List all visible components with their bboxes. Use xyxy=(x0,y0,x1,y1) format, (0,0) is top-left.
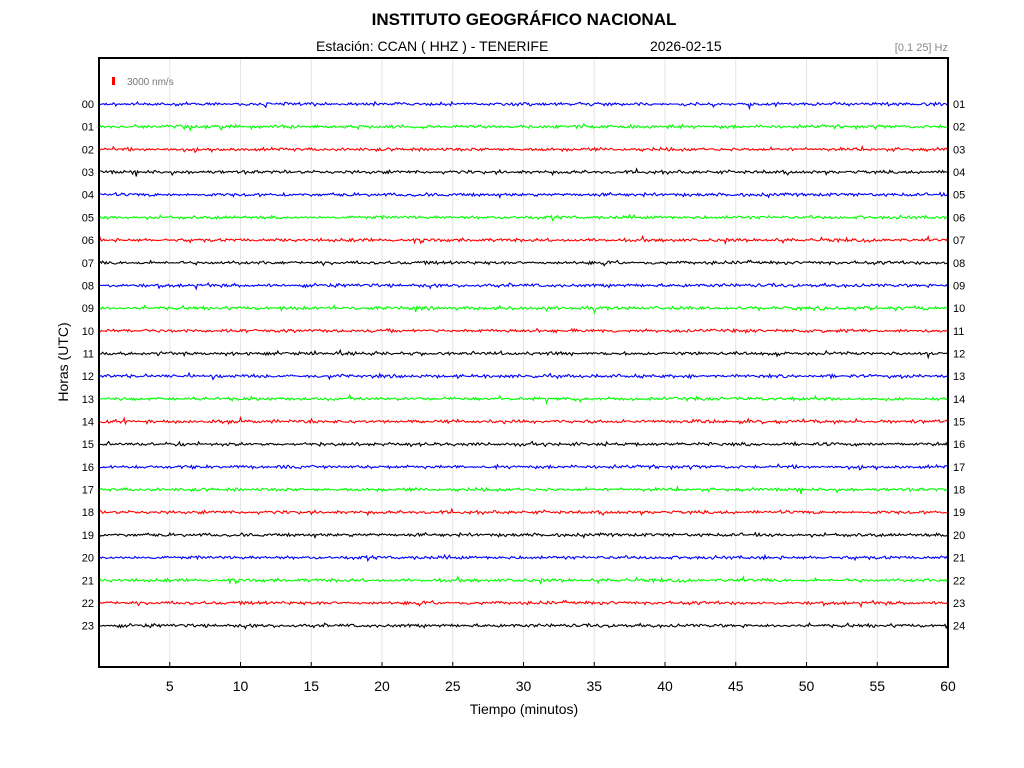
trace-hour-11 xyxy=(98,348,948,360)
left-hour-label: 21 xyxy=(82,575,94,587)
right-hour-label: 11 xyxy=(953,326,964,338)
left-hour-label: 18 xyxy=(82,507,94,519)
x-tick-label: 5 xyxy=(166,678,174,694)
right-hour-label: 15 xyxy=(953,417,965,429)
left-hour-label: 13 xyxy=(82,394,94,406)
right-hour-label: 16 xyxy=(953,439,965,451)
left-hour-label: 12 xyxy=(82,371,94,383)
right-hour-label: 02 xyxy=(953,122,965,134)
trace-hour-16 xyxy=(98,463,948,471)
right-hour-label: 04 xyxy=(953,167,965,179)
left-hour-label: 19 xyxy=(82,530,94,542)
left-hour-label: 16 xyxy=(82,462,94,474)
right-hour-label: 13 xyxy=(953,371,965,383)
left-hour-label: 03 xyxy=(82,167,94,179)
trace-hour-21 xyxy=(98,575,948,586)
x-tick-label: 10 xyxy=(233,678,249,694)
trace-hour-01 xyxy=(98,122,948,132)
trace-hour-23 xyxy=(98,621,948,630)
trace-hour-14 xyxy=(98,415,948,426)
trace-hour-18 xyxy=(98,507,948,517)
x-tick-label: 35 xyxy=(586,678,602,694)
right-hour-label: 12 xyxy=(953,348,965,360)
right-hour-label: 23 xyxy=(953,598,965,610)
chart-title: INSTITUTO GEOGRÁFICO NACIONAL xyxy=(371,10,677,29)
trace-hour-10 xyxy=(98,327,948,335)
right-hour-label: 24 xyxy=(953,621,965,633)
left-hour-label: 14 xyxy=(82,417,94,429)
left-hour-label: 04 xyxy=(82,190,94,202)
x-tick-label: 30 xyxy=(516,678,532,694)
x-tick-label: 60 xyxy=(940,678,956,694)
right-hour-label: 06 xyxy=(953,212,965,224)
trace-hour-20 xyxy=(98,553,948,563)
right-hour-label: 17 xyxy=(953,462,965,474)
left-hour-label: 11 xyxy=(83,348,94,360)
trace-hour-09 xyxy=(98,304,948,315)
trace-hour-05 xyxy=(98,213,948,222)
date-label: 2026-02-15 xyxy=(650,38,722,54)
right-hour-label: 19 xyxy=(953,507,965,519)
left-hour-label: 22 xyxy=(82,598,94,610)
left-hour-label: 20 xyxy=(82,553,94,565)
trace-hour-03 xyxy=(98,167,948,177)
left-hour-label: 02 xyxy=(82,144,94,156)
x-axis-label: Tiempo (minutos) xyxy=(470,701,578,717)
left-hour-label: 07 xyxy=(82,258,94,270)
left-hour-label: 05 xyxy=(82,212,94,224)
trace-hour-08 xyxy=(98,282,948,291)
right-hour-label: 22 xyxy=(953,575,965,587)
x-tick-label: 40 xyxy=(657,678,673,694)
trace-hour-17 xyxy=(98,485,948,495)
x-tick-label: 15 xyxy=(303,678,319,694)
trace-hour-02 xyxy=(98,144,948,154)
right-hour-label: 21 xyxy=(953,553,965,565)
x-tick-label: 45 xyxy=(728,678,744,694)
right-hour-label: 10 xyxy=(953,303,965,315)
trace-hour-22 xyxy=(98,599,948,609)
x-tick-label: 55 xyxy=(869,678,885,694)
scale-label: 3000 nm/s xyxy=(127,77,174,88)
trace-hour-07 xyxy=(98,259,948,267)
left-hour-label: 17 xyxy=(82,485,94,497)
y-axis-label: Horas (UTC) xyxy=(55,322,71,401)
trace-hour-15 xyxy=(98,440,948,448)
trace-hour-19 xyxy=(98,531,948,540)
trace-hour-12 xyxy=(98,371,948,381)
left-hour-label: 15 xyxy=(82,439,94,451)
right-hour-label: 08 xyxy=(953,258,965,270)
trace-hour-13 xyxy=(98,393,948,406)
x-tick-label: 20 xyxy=(374,678,390,694)
left-hour-label: 10 xyxy=(82,326,94,338)
trace-hour-04 xyxy=(98,191,948,199)
right-hour-label: 14 xyxy=(953,394,965,406)
right-hour-label: 07 xyxy=(953,235,965,247)
x-tick-label: 25 xyxy=(445,678,461,694)
trace-hour-06 xyxy=(98,234,948,246)
left-hour-label: 00 xyxy=(82,99,94,111)
left-hour-label: 23 xyxy=(82,621,94,633)
right-hour-label: 18 xyxy=(953,485,965,497)
right-hour-label: 01 xyxy=(953,99,965,111)
right-hour-label: 20 xyxy=(953,530,965,542)
left-hour-label: 08 xyxy=(82,280,94,292)
x-tick-label: 50 xyxy=(799,678,815,694)
trace-hour-00 xyxy=(98,100,948,111)
station-label: Estación: CCAN ( HHZ ) - TENERIFE xyxy=(316,38,549,54)
left-hour-label: 01 xyxy=(82,122,94,134)
scale-bar xyxy=(112,77,115,85)
right-hour-label: 09 xyxy=(953,280,965,292)
right-hour-label: 03 xyxy=(953,144,965,156)
right-hour-label: 05 xyxy=(953,190,965,202)
left-hour-label: 09 xyxy=(82,303,94,315)
filter-band-label: [0.1 25] Hz xyxy=(894,42,948,54)
left-hour-label: 06 xyxy=(82,235,94,247)
